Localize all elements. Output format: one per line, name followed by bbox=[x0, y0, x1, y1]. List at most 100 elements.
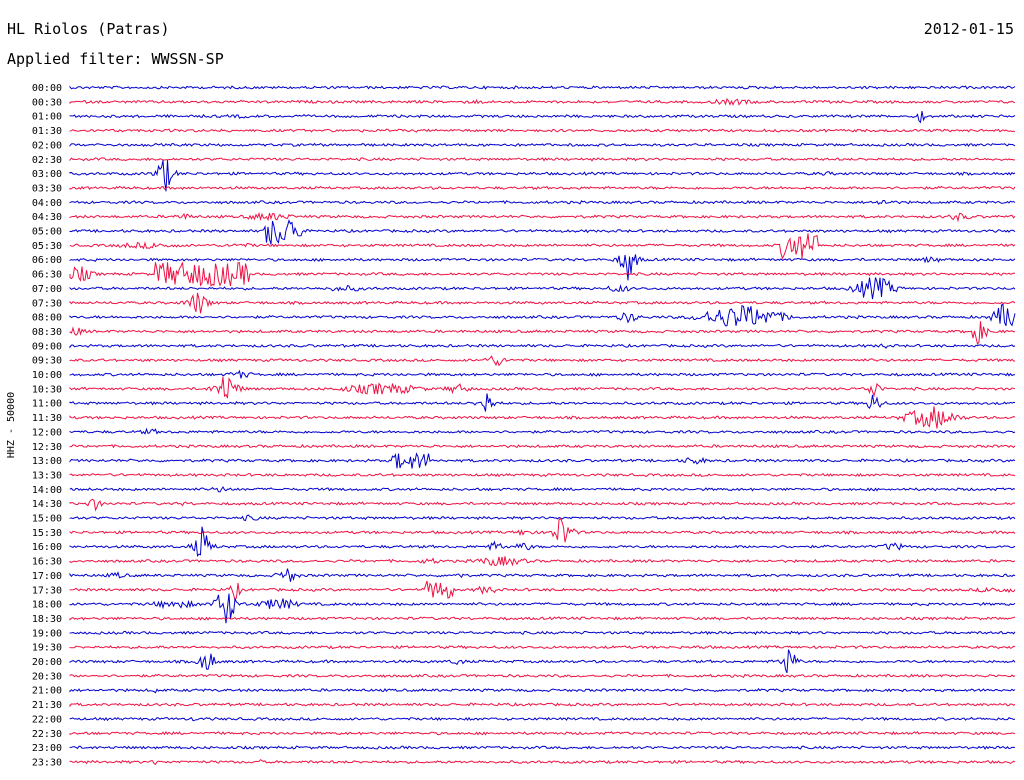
trace-row-1600 bbox=[69, 526, 1016, 557]
trace-row-2030 bbox=[69, 673, 1016, 679]
time-tick-label: 02:00 bbox=[32, 140, 62, 151]
trace-row-2130 bbox=[69, 702, 1016, 708]
time-tick-label: 07:00 bbox=[32, 284, 62, 295]
trace-row-0930 bbox=[69, 355, 1016, 367]
trace-row-1230 bbox=[69, 443, 1016, 449]
time-tick-label: 01:30 bbox=[32, 126, 62, 137]
trace-row-1200 bbox=[69, 427, 1016, 435]
time-tick-label: 23:30 bbox=[32, 757, 62, 768]
date-label: 2012-01-15 bbox=[923, 20, 1014, 38]
time-tick-label: 11:00 bbox=[32, 399, 62, 410]
trace-row-0900 bbox=[69, 343, 1016, 349]
time-tick-label: 01:00 bbox=[32, 112, 62, 123]
time-tick-label: 10:00 bbox=[32, 370, 62, 381]
trace-row-0200 bbox=[69, 142, 1016, 148]
time-tick-label: 14:00 bbox=[32, 485, 62, 496]
trace-row-0500 bbox=[69, 219, 1016, 245]
trace-group bbox=[69, 85, 1016, 765]
time-tick-label: 00:30 bbox=[32, 97, 62, 108]
trace-row-2330 bbox=[69, 759, 1016, 765]
trace-row-1430 bbox=[69, 498, 1016, 512]
y-axis-label: HHZ - 50000 bbox=[6, 392, 17, 458]
filter-label: Applied filter: WWSSN-SP bbox=[7, 50, 224, 68]
time-tick-label: 18:00 bbox=[32, 600, 62, 611]
time-tick-label: 06:30 bbox=[32, 270, 62, 281]
trace-row-1130 bbox=[69, 406, 1016, 429]
time-tick-label: 14:30 bbox=[32, 499, 62, 510]
trace-row-0730 bbox=[69, 292, 1016, 314]
time-tick-label: 04:30 bbox=[32, 212, 62, 223]
time-tick-label: 17:00 bbox=[32, 571, 62, 582]
trace-row-1000 bbox=[69, 369, 1015, 379]
time-tick-labels: 00:00 00:30 01:00 01:30 02:00 02:30 03:00 03:30… bbox=[32, 83, 62, 768]
trace-row-0330 bbox=[69, 185, 1016, 191]
time-tick-label: 16:30 bbox=[32, 557, 62, 568]
time-tick-label: 15:00 bbox=[32, 514, 62, 525]
time-tick-label: 22:30 bbox=[32, 729, 62, 740]
time-tick-label: 05:30 bbox=[32, 241, 62, 252]
trace-row-2230 bbox=[69, 730, 1016, 736]
time-tick-label: 12:00 bbox=[32, 427, 62, 438]
time-tick-label: 09:30 bbox=[32, 356, 62, 367]
trace-row-1530 bbox=[69, 517, 1016, 543]
time-tick-label: 22:00 bbox=[32, 714, 62, 725]
trace-row-2100 bbox=[69, 687, 1016, 694]
trace-row-1100 bbox=[69, 393, 1016, 412]
time-tick-label: 13:00 bbox=[32, 456, 62, 467]
trace-row-0230 bbox=[69, 157, 1016, 162]
time-tick-label: 20:30 bbox=[32, 671, 62, 682]
time-tick-label: 12:30 bbox=[32, 442, 62, 453]
trace-row-0430 bbox=[69, 211, 1016, 223]
trace-row-1830 bbox=[69, 616, 1016, 621]
time-tick-label: 00:00 bbox=[32, 83, 62, 94]
trace-row-0800 bbox=[69, 303, 1016, 327]
trace-row-1700 bbox=[69, 568, 1016, 582]
time-tick-label: 05:00 bbox=[32, 227, 62, 238]
trace-row-0130 bbox=[69, 128, 1016, 133]
time-tick-label: 13:30 bbox=[32, 470, 62, 481]
time-tick-label: 03:30 bbox=[32, 183, 62, 194]
trace-row-2300 bbox=[69, 745, 1015, 750]
time-tick-label: 09:00 bbox=[32, 341, 62, 352]
trace-row-1900 bbox=[69, 630, 1016, 636]
time-tick-label: 19:30 bbox=[32, 643, 62, 654]
time-tick-label: 21:00 bbox=[32, 686, 62, 697]
trace-row-2200 bbox=[69, 716, 1016, 722]
trace-row-1500 bbox=[69, 514, 1016, 522]
time-tick-label: 03:00 bbox=[32, 169, 62, 180]
trace-row-0300 bbox=[69, 160, 1016, 192]
trace-row-1400 bbox=[69, 486, 1016, 493]
trace-row-0530 bbox=[69, 233, 1016, 260]
trace-row-1800 bbox=[69, 593, 1016, 624]
time-tick-label: 21:30 bbox=[32, 700, 62, 711]
time-tick-label: 02:30 bbox=[32, 155, 62, 166]
trace-row-1730 bbox=[69, 580, 1016, 602]
trace-row-1930 bbox=[69, 644, 1016, 650]
time-tick-label: 08:00 bbox=[32, 313, 62, 324]
trace-row-0830 bbox=[69, 321, 1015, 346]
trace-row-1300 bbox=[69, 452, 1016, 469]
time-tick-label: 15:30 bbox=[32, 528, 62, 539]
trace-row-0700 bbox=[69, 277, 1016, 300]
trace-row-1330 bbox=[69, 472, 1016, 478]
trace-row-1030 bbox=[69, 376, 1016, 399]
time-tick-label: 19:00 bbox=[32, 628, 62, 639]
time-tick-label: 20:00 bbox=[32, 657, 62, 668]
time-tick-label: 18:30 bbox=[32, 614, 62, 625]
trace-row-0000 bbox=[69, 85, 1016, 90]
station-title: HL Riolos (Patras) bbox=[7, 20, 170, 38]
trace-row-0400 bbox=[69, 199, 1016, 205]
trace-row-0630 bbox=[69, 262, 1016, 287]
trace-row-0600 bbox=[69, 254, 1016, 281]
time-tick-label: 04:00 bbox=[32, 198, 62, 209]
time-tick-label: 10:30 bbox=[32, 384, 62, 395]
trace-row-1630 bbox=[69, 556, 1016, 567]
time-tick-label: 17:30 bbox=[32, 585, 62, 596]
time-tick-label: 08:30 bbox=[32, 327, 62, 338]
trace-row-0100 bbox=[69, 111, 1016, 124]
time-tick-label: 07:30 bbox=[32, 298, 62, 309]
time-tick-label: 23:00 bbox=[32, 743, 62, 754]
time-tick-label: 16:00 bbox=[32, 542, 62, 553]
time-tick-label: 11:30 bbox=[32, 413, 62, 424]
